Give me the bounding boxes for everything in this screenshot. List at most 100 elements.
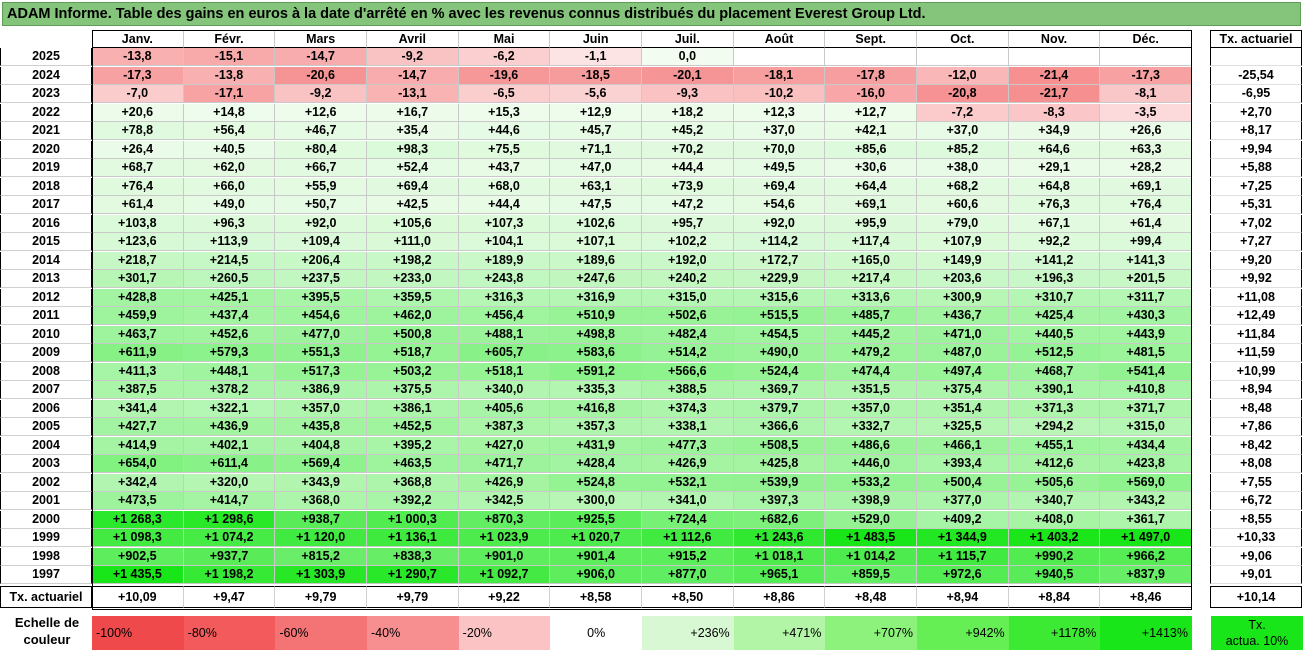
total-cell: +9,47 [183, 586, 276, 608]
scale-swatch: +942% [917, 616, 1009, 650]
gain-cell: +61,4 [1100, 214, 1193, 233]
month-header: Juil. [642, 30, 734, 48]
gain-cell: +437,4 [183, 307, 276, 325]
gain-cell: +414,9 [92, 436, 184, 455]
scale-swatch: -40% [367, 616, 459, 650]
gain-cell: +395,2 [367, 436, 459, 455]
gain-cell: +915,2 [642, 547, 734, 566]
gain-cell: +55,9 [275, 177, 367, 196]
gain-cell: +1 403,2 [1008, 529, 1101, 547]
scale-swatch: -100% [92, 616, 184, 650]
gain-cell: +229,9 [733, 270, 826, 288]
gain-cell: +368,0 [275, 492, 367, 510]
gain-cell: +102,6 [550, 214, 642, 233]
gain-cell: -9,2 [367, 48, 459, 66]
gain-cell: -17,3 [1100, 66, 1193, 85]
gain-cell: +479,2 [825, 344, 918, 362]
table-row: 2006 +341,4 +322,1 +357,0 +386,1 +405,6 +416,8… [0, 399, 1305, 418]
gain-cell: +149,9 [917, 251, 1009, 270]
scale-swatch: +707% [825, 616, 918, 650]
gain-cell: +972,6 [917, 566, 1009, 584]
gain-cell: +375,4 [917, 381, 1009, 399]
gain-cell: +379,7 [733, 399, 826, 418]
gain-cell: -12,0 [917, 66, 1009, 85]
gain-cell: -13,8 [183, 66, 276, 85]
gain-cell: +79,0 [917, 214, 1009, 233]
table-row: 2015 +123,6 +113,9 +109,4 +111,0 +104,1 +107,1… [0, 233, 1305, 251]
gain-cell: +1 023,9 [458, 529, 551, 547]
gain-cell: +425,4 [1008, 307, 1101, 325]
gain-cell: +1 136,1 [367, 529, 459, 547]
gain-cell: +468,7 [1008, 362, 1101, 381]
year-label: 2016 [0, 214, 92, 233]
gain-cell: +192,0 [642, 251, 734, 270]
gain-cell: -8,1 [1100, 85, 1193, 103]
gain-cell: +724,4 [642, 510, 734, 529]
tx-actuariel-cell: +8,42 [1210, 436, 1302, 455]
gain-cell: +387,3 [458, 418, 551, 436]
table-row: 2009 +611,9 +579,3 +551,3 +518,7 +605,7 +583,6… [0, 344, 1305, 362]
table-row: 2011 +459,9 +437,4 +454,6 +462,0 +456,4 +510,9… [0, 307, 1305, 325]
gain-cell: +44,4 [642, 159, 734, 177]
gain-cell: +386,1 [367, 399, 459, 418]
tx-actuariel-cell: +9,20 [1210, 251, 1302, 270]
gain-cell: +18,2 [642, 103, 734, 122]
gain-cell: +456,4 [458, 307, 551, 325]
gain-cell: +64,4 [825, 177, 918, 196]
gain-cell: +1 000,3 [367, 510, 459, 529]
gain-cell: +316,3 [458, 288, 551, 307]
gain-cell: -9,3 [642, 85, 734, 103]
gain-cell: +52,4 [367, 159, 459, 177]
gain-cell: +428,4 [550, 455, 642, 473]
gain-cell: +427,0 [458, 436, 551, 455]
table-row: 2024 -17,3 -13,8 -20,6 -14,7 -19,6 -18,5 -20,1-… [0, 66, 1305, 85]
gain-cell: +426,9 [458, 473, 551, 492]
gain-cell: +414,7 [183, 492, 276, 510]
gain-cell: +26,6 [1100, 122, 1193, 140]
year-label: 2011 [0, 307, 92, 325]
gain-cell: +198,2 [367, 251, 459, 270]
table-row: 2001 +473,5 +414,7 +368,0 +392,2 +342,5 +300,0… [0, 492, 1305, 510]
gain-cell: +311,7 [1100, 288, 1193, 307]
tx-actuariel-cell: +12,49 [1210, 307, 1302, 325]
gain-cell: +92,0 [733, 214, 826, 233]
gain-cell: +505,6 [1008, 473, 1101, 492]
gain-cell: +343,9 [275, 473, 367, 492]
scale-label-line2: couleur [23, 632, 71, 647]
gain-cell: +141,2 [1008, 251, 1101, 270]
gain-cell: +123,6 [92, 233, 184, 251]
gain-cell: +340,7 [1008, 492, 1101, 510]
tx-actuariel-cell: -6,95 [1210, 85, 1302, 103]
gain-cell [1100, 48, 1193, 66]
gain-cell: +569,0 [1100, 473, 1193, 492]
gain-cell: +104,1 [458, 233, 551, 251]
gain-cell: +201,5 [1100, 270, 1193, 288]
tx-actuariel-cell: +7,27 [1210, 233, 1302, 251]
gain-cell: +30,6 [825, 159, 918, 177]
gain-cell: +654,0 [92, 455, 184, 473]
gain-cell: +966,2 [1100, 547, 1193, 566]
gain-cell: +466,1 [917, 436, 1009, 455]
year-label: 2003 [0, 455, 92, 473]
gain-cell: +165,0 [825, 251, 918, 270]
gain-cell: +515,5 [733, 307, 826, 325]
gain-cell: +109,4 [275, 233, 367, 251]
gain-cell: +533,2 [825, 473, 918, 492]
gain-cell: +392,2 [367, 492, 459, 510]
gain-cell: +300,9 [917, 288, 1009, 307]
report-title: ADAM Informe. Table des gains en euros à… [2, 2, 1301, 26]
gain-cell: +76,4 [92, 177, 184, 196]
gain-cell: +477,3 [642, 436, 734, 455]
gain-cell: +1 074,2 [183, 529, 276, 547]
gain-cell: +459,9 [92, 307, 184, 325]
gain-cell: +583,6 [550, 344, 642, 362]
total-cell: +9,79 [275, 586, 367, 608]
gain-cell: +237,5 [275, 270, 367, 288]
gain-cell: +206,4 [275, 251, 367, 270]
gain-cell: +485,7 [825, 307, 918, 325]
scale-tx-line1: Tx. [1248, 618, 1266, 632]
year-label: 2000 [0, 510, 92, 529]
tx-actuariel-cell: -25,54 [1210, 66, 1302, 85]
gain-cell: +342,5 [458, 492, 551, 510]
gain-cell: +240,2 [642, 270, 734, 288]
